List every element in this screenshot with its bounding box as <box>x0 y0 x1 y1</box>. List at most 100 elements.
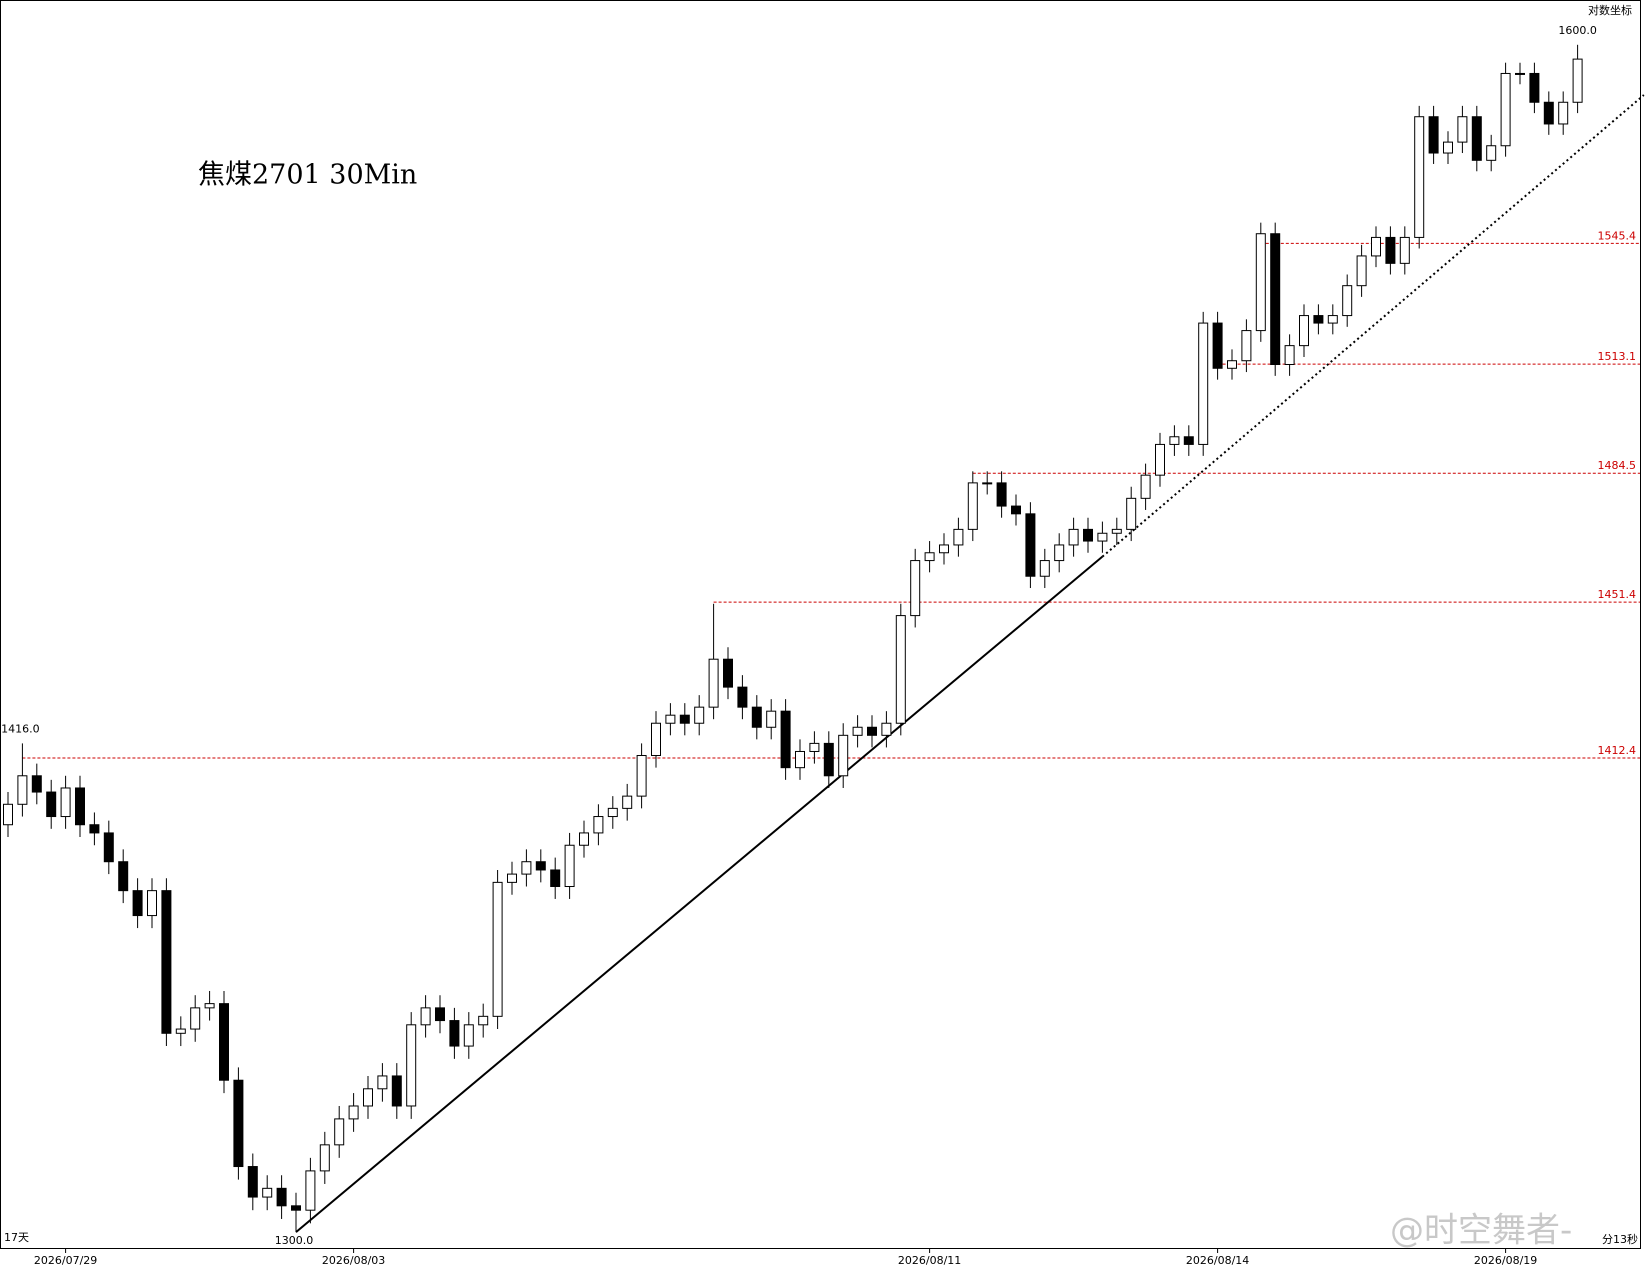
candle-body <box>1284 345 1295 365</box>
candle-body <box>579 832 589 846</box>
candle-body <box>463 1024 474 1047</box>
candle-body <box>1428 116 1439 154</box>
candle-body <box>161 890 172 1034</box>
candle-body <box>334 1118 345 1146</box>
candle-body <box>953 528 964 546</box>
candle-body <box>1500 72 1511 147</box>
candle-body <box>1443 141 1453 154</box>
candle-body <box>1385 236 1396 264</box>
x-tick-label: 2026/08/14 <box>1186 1254 1249 1267</box>
candle-body <box>1399 236 1410 264</box>
candle-body <box>622 795 633 809</box>
corner-right: 分13秒 <box>1602 1232 1638 1246</box>
trendline <box>295 555 1104 1233</box>
candle-body <box>665 714 676 724</box>
candle-body <box>89 824 100 834</box>
candle-body <box>1558 101 1569 125</box>
level-label: 1545.4 <box>1598 229 1637 242</box>
level-label: 1513.1 <box>1598 350 1637 363</box>
candle-body <box>1457 116 1468 143</box>
candle-body <box>190 1007 201 1030</box>
candle-body <box>1097 532 1108 542</box>
candle-body <box>391 1075 402 1107</box>
candle-body <box>564 844 575 888</box>
candle-body <box>507 873 517 883</box>
candle-body <box>694 706 705 724</box>
candle-body <box>132 890 143 917</box>
candle-body <box>219 1003 229 1081</box>
candle-body <box>276 1187 287 1207</box>
candle-body <box>521 861 532 875</box>
candle-body <box>1140 474 1151 499</box>
candle-body <box>103 832 114 863</box>
candle-body <box>550 869 561 888</box>
candle-body <box>1255 233 1266 332</box>
candle-body <box>175 1028 186 1034</box>
candle-body <box>377 1075 388 1090</box>
candle-body <box>1011 505 1021 515</box>
candle-body <box>1270 233 1281 365</box>
candle-body <box>1529 72 1540 103</box>
candle-body <box>1039 560 1050 577</box>
watermark: @时空舞者- <box>1390 1211 1572 1251</box>
candle-body <box>291 1205 301 1211</box>
candle-body <box>737 686 748 708</box>
candle-body <box>435 1007 445 1022</box>
candle-body <box>535 861 546 871</box>
candle-body <box>780 710 791 769</box>
candle-body <box>262 1187 273 1198</box>
candle-body <box>247 1166 258 1198</box>
candle-body <box>723 658 733 688</box>
x-tick-label: 2026/08/11 <box>898 1254 961 1267</box>
candle-body <box>867 726 877 736</box>
candle-body <box>939 544 949 554</box>
candle-body <box>1111 528 1122 534</box>
candle-body <box>895 615 906 724</box>
candle-body <box>751 706 762 728</box>
level-label: 1412.4 <box>1598 744 1637 757</box>
candle-body <box>1083 528 1093 542</box>
candle-body <box>305 1170 316 1211</box>
candle-body <box>420 1007 431 1026</box>
candle-body <box>1054 544 1065 562</box>
candle-body <box>1155 443 1165 476</box>
candle-body <box>31 775 42 793</box>
candle-body <box>1486 145 1497 161</box>
candle-body <box>838 734 849 777</box>
candle-body <box>823 742 834 777</box>
candle-body <box>492 881 503 1017</box>
candle-body <box>3 803 13 826</box>
candle-body <box>996 482 1007 507</box>
candle-body <box>1471 116 1482 161</box>
candle-body <box>1212 322 1223 369</box>
candle-body <box>1371 236 1381 257</box>
candle-body <box>982 482 993 485</box>
candle-body <box>1327 315 1338 324</box>
candle-body <box>1515 72 1525 75</box>
candle-body <box>1313 315 1324 324</box>
candle-body <box>881 722 892 736</box>
chart-title: 焦煤2701 30Min <box>198 160 417 191</box>
candle-body <box>147 890 157 917</box>
candle-body <box>1572 58 1583 103</box>
candle-body <box>1241 330 1252 362</box>
candle-body <box>708 658 719 708</box>
candle-body <box>809 742 820 752</box>
candle-body <box>204 1003 215 1009</box>
candle-body <box>478 1015 489 1026</box>
candle-body <box>1342 285 1353 317</box>
x-tick-label: 2026/08/19 <box>1474 1254 1537 1267</box>
candle-body <box>406 1024 417 1107</box>
candle-body <box>910 560 921 617</box>
candle-body <box>319 1144 330 1172</box>
x-tick-label: 2026/07/29 <box>34 1254 97 1267</box>
candle-body <box>1183 436 1194 445</box>
candle-body <box>46 791 57 818</box>
price-annotation: 1416.0 <box>1 722 40 735</box>
candle-body <box>17 775 28 805</box>
candle-body <box>651 722 661 757</box>
candle-body <box>75 787 85 826</box>
price-annotation: 1300.0 <box>275 1234 314 1247</box>
